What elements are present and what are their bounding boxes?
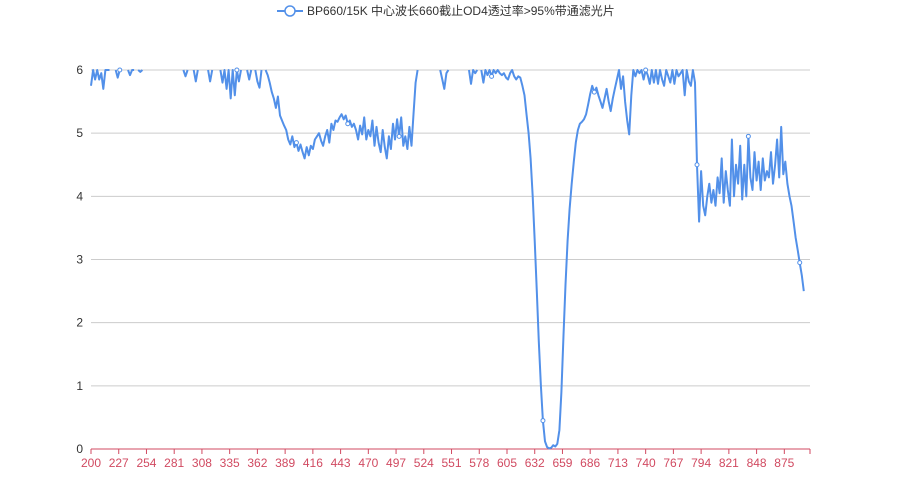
x-tick-label: 848: [747, 456, 767, 470]
x-tick-label: 632: [525, 456, 545, 470]
x-tick-label: 200: [81, 456, 101, 470]
y-tick-label: 3: [76, 253, 83, 267]
data-point: [396, 133, 402, 139]
series-line: [207, 69, 214, 83]
x-tick-label: 821: [719, 456, 739, 470]
series-line: [480, 69, 805, 450]
y-tick-label: 2: [76, 316, 83, 330]
series-layer: [90, 67, 805, 450]
series-line: [114, 69, 121, 79]
legend[interactable]: BP660/15K 中心波长660截止OD4透过率>95%带通滤光片: [277, 3, 615, 18]
x-tick-label: 335: [220, 456, 240, 470]
series-line: [137, 69, 144, 73]
data-point: [591, 89, 597, 95]
x-tick-label: 713: [608, 456, 628, 470]
x-tick-label: 551: [442, 456, 462, 470]
legend-label: BP660/15K 中心波长660截止OD4透过率>95%带通滤光片: [307, 3, 615, 18]
y-tick-label: 6: [76, 63, 83, 77]
data-point: [694, 162, 700, 168]
x-tick-label: 389: [275, 456, 295, 470]
x-tick-label: 362: [247, 456, 267, 470]
data-point: [643, 67, 649, 73]
series-line: [127, 69, 135, 77]
series-line: [439, 69, 450, 90]
series-line: [90, 69, 110, 90]
x-tick-label: 686: [580, 456, 600, 470]
y-tick-label: 5: [76, 126, 83, 140]
x-tick-label: 254: [136, 456, 156, 470]
data-point: [540, 418, 546, 424]
data-point: [745, 133, 751, 139]
x-tick-label: 794: [691, 456, 711, 470]
x-tick-label: 308: [192, 456, 212, 470]
x-tick-label: 767: [663, 456, 683, 470]
legend-circle-icon: [284, 5, 296, 17]
x-tick-label: 875: [774, 456, 794, 470]
x-tick-label: 578: [469, 456, 489, 470]
x-tick-label: 416: [303, 456, 323, 470]
data-point: [489, 73, 495, 79]
y-axis-ticks: 0 1 2 3 4 5 6: [76, 63, 83, 456]
x-axis: 200 227 254 281 308 335 362 389 416 443 470 497 524 5…: [81, 448, 811, 470]
series-line: [219, 69, 242, 100]
data-point: [345, 121, 351, 127]
x-tick-label: 740: [636, 456, 656, 470]
series-line: [254, 69, 263, 89]
x-tick-label: 227: [109, 456, 129, 470]
x-tick-label: 443: [331, 456, 351, 470]
x-tick-label: 659: [552, 456, 572, 470]
series-line: [468, 69, 479, 85]
y-tick-label: 0: [76, 442, 83, 456]
data-point: [117, 67, 123, 73]
x-tick-label: 524: [414, 456, 434, 470]
series-line: [182, 69, 189, 78]
series-line: [192, 69, 199, 83]
data-point: [234, 67, 240, 73]
x-tick-label: 281: [164, 456, 184, 470]
series-line: [264, 69, 419, 160]
grid-lines: [91, 69, 810, 387]
y-tick-label: 4: [76, 189, 83, 203]
x-tick-label: 605: [497, 456, 517, 470]
series-line: [246, 69, 253, 81]
x-tick-label: 470: [358, 456, 378, 470]
data-point: [293, 140, 299, 146]
y-tick-label: 1: [76, 379, 83, 393]
x-tick-label: 497: [386, 456, 406, 470]
data-point: [797, 260, 803, 266]
